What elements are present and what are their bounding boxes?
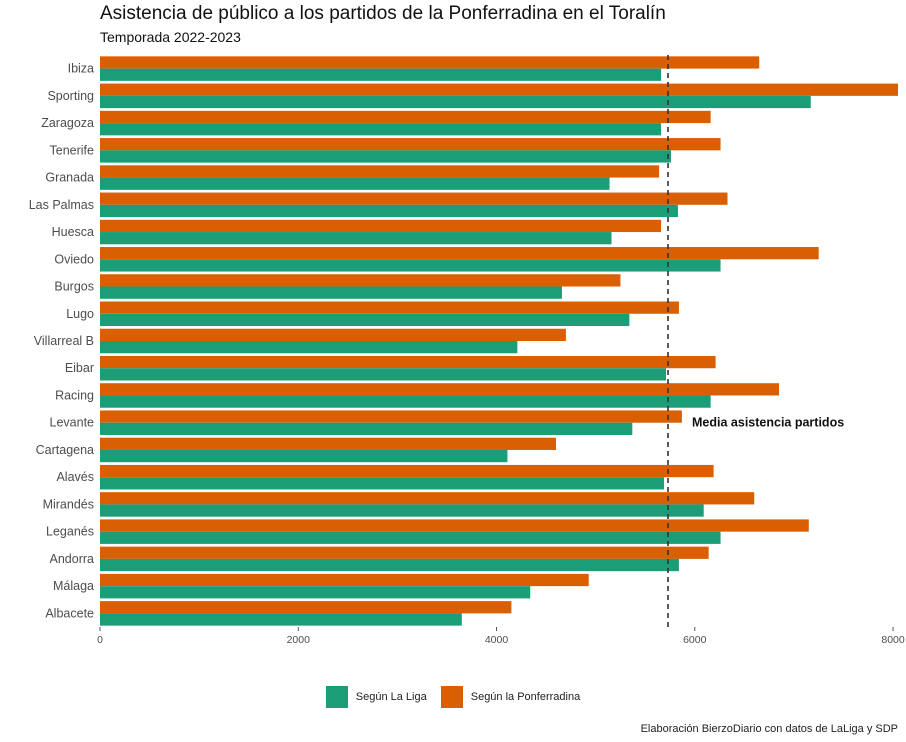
y-tick-label-tenerife: Tenerife xyxy=(50,143,95,157)
x-tick-label-4000: 4000 xyxy=(485,634,509,646)
x-tick-label-6000: 6000 xyxy=(683,634,707,646)
y-tick-label-lugo: Lugo xyxy=(66,307,94,321)
y-tick-label-albacete: Albacete xyxy=(45,606,94,620)
bar-ponferradina-sporting xyxy=(100,83,898,96)
bar-laliga-sporting xyxy=(100,95,811,109)
bar-ponferradina-mirandes xyxy=(100,492,755,505)
bar-laliga-lugo xyxy=(100,313,630,327)
bar-ponferradina-leganes xyxy=(100,519,809,532)
y-tick-label-zaragoza: Zaragoza xyxy=(41,116,94,130)
y-tick-label-malaga: Málaga xyxy=(53,579,94,593)
bar-laliga-ibiza xyxy=(100,68,662,81)
bar-ponferradina-oviedo xyxy=(100,247,819,260)
y-tick-label-cartagena: Cartagena xyxy=(36,443,94,457)
bar-ponferradina-malaga xyxy=(100,573,589,587)
x-tick-label-8000: 8000 xyxy=(881,634,905,646)
y-tick-label-racing: Racing xyxy=(55,388,94,402)
bar-laliga-malaga xyxy=(100,586,531,599)
bar-laliga-burgos xyxy=(100,286,562,299)
y-tick-label-leganes: Leganés xyxy=(46,525,94,539)
bar-laliga-oviedo xyxy=(100,259,721,272)
bar-ponferradina-eibar xyxy=(100,355,716,369)
legend-swatch-laliga xyxy=(325,686,348,708)
bar-ponferradina-andorra xyxy=(100,546,709,559)
legend-item-ponferradina: Según la Ponferradina xyxy=(440,686,581,708)
y-tick-label-granada: Granada xyxy=(45,171,94,185)
bar-ponferradina-lugo xyxy=(100,301,679,314)
bar-ponferradina-burgos xyxy=(100,274,621,287)
y-tick-label-eibar: Eibar xyxy=(65,361,94,375)
y-tick-label-levante: Levante xyxy=(50,416,95,430)
bar-laliga-alaves xyxy=(100,477,665,490)
x-tick-label-2000: 2000 xyxy=(287,634,311,646)
y-tick-label-andorra: Andorra xyxy=(50,552,95,566)
bar-laliga-huesca xyxy=(100,232,612,245)
y-tick-label-burgos: Burgos xyxy=(54,280,94,294)
legend-swatch-ponferradina xyxy=(440,686,463,708)
bar-laliga-racing xyxy=(100,395,711,408)
x-tick-label-0: 0 xyxy=(97,634,103,646)
y-tick-label-oviedo: Oviedo xyxy=(54,252,94,266)
y-tick-label-sporting: Sporting xyxy=(47,89,94,103)
legend-label-laliga: Según La Liga xyxy=(355,691,427,703)
bar-laliga-las-palmas xyxy=(100,204,678,218)
bar-ponferradina-levante xyxy=(100,410,682,423)
bar-ponferradina-las-palmas xyxy=(100,192,728,205)
bar-ponferradina-albacete xyxy=(100,601,512,614)
chart-title: Asistencia de público a los partidos de … xyxy=(100,3,666,24)
y-tick-label-las-palmas: Las Palmas xyxy=(29,198,94,212)
bar-ponferradina-villarreal-b xyxy=(100,328,566,341)
legend: Según La Liga Según la Ponferradina xyxy=(0,686,906,708)
bar-ponferradina-granada xyxy=(100,165,660,178)
bar-ponferradina-ibiza xyxy=(100,56,760,69)
bar-laliga-villarreal-b xyxy=(100,341,518,354)
bar-ponferradina-huesca xyxy=(100,219,662,233)
bar-ponferradina-alaves xyxy=(100,464,714,478)
mean-reference-label: Media asistencia partidos xyxy=(692,416,844,430)
bar-ponferradina-tenerife xyxy=(100,138,721,151)
y-tick-label-huesca: Huesca xyxy=(52,225,94,239)
legend-label-ponferradina: Según la Ponferradina xyxy=(470,691,581,703)
bar-laliga-cartagena xyxy=(100,449,508,463)
bar-laliga-levante xyxy=(100,422,633,435)
bar-laliga-tenerife xyxy=(100,150,671,163)
bar-laliga-albacete xyxy=(100,613,462,626)
y-tick-label-mirandes: Mirandés xyxy=(43,497,94,511)
bar-laliga-leganes xyxy=(100,531,721,544)
chart-caption: Elaboración BierzoDiario con datos de La… xyxy=(640,723,898,735)
bar-ponferradina-racing xyxy=(100,383,780,396)
y-tick-label-ibiza: Ibiza xyxy=(68,62,94,76)
bar-laliga-mirandes xyxy=(100,504,704,517)
y-tick-label-alaves: Alavés xyxy=(56,470,94,484)
bar-laliga-andorra xyxy=(100,558,679,572)
bar-laliga-granada xyxy=(100,177,610,190)
chart-subtitle: Temporada 2022-2023 xyxy=(100,29,241,45)
legend-item-laliga: Según La Liga xyxy=(325,686,427,708)
bar-ponferradina-cartagena xyxy=(100,437,556,450)
bar-laliga-zaragoza xyxy=(100,123,662,136)
bar-ponferradina-zaragoza xyxy=(100,110,711,124)
bar-laliga-eibar xyxy=(100,368,667,381)
y-tick-label-villarreal-b: Villarreal B xyxy=(34,334,94,348)
